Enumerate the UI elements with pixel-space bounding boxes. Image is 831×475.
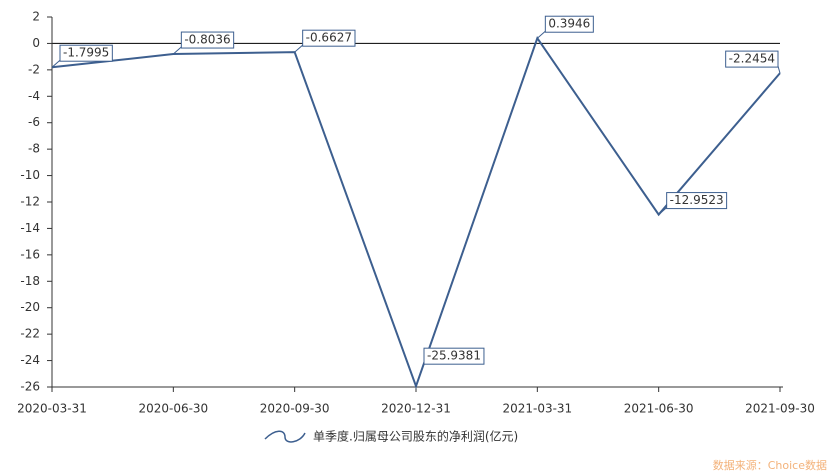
label-box [544,15,594,33]
y-tick-label: -6 [28,115,40,129]
label-box [423,347,485,365]
y-tick-label: -8 [28,142,40,156]
y-tick-label: -26 [20,380,40,394]
data-label: -12.9523 [670,193,724,207]
data-label: -0.6627 [306,31,352,45]
x-tick-label: 2020-12-31 [381,402,451,416]
data-label: -25.9381 [427,349,481,363]
legend-label: 单季度.归属母公司股东的净利润(亿元) [313,429,518,444]
label-leader [658,207,667,215]
data-label: -2.2454 [729,52,775,66]
label-box [180,31,235,49]
data-label: -1.7995 [63,46,109,60]
label-leader [537,30,546,39]
y-tick-label: -16 [20,247,40,261]
label-leader [173,46,182,55]
y-tick-label: -12 [20,195,40,209]
y-tick-label: -24 [20,353,40,367]
x-tick-label: 2020-06-30 [138,402,208,416]
y-tick-label: -4 [28,89,40,103]
source-note: 数据来源：Choice数据 [713,458,827,472]
label-leader [51,59,61,68]
label-box [59,44,113,62]
y-tick-label: -14 [20,221,40,235]
x-tick-label: 2021-06-30 [624,402,694,416]
y-tick-label: -20 [20,300,40,314]
series-line [51,36,781,390]
y-tick-label: -2 [28,62,40,76]
x-tick-label: 2020-03-31 [17,402,87,416]
y-tick-label: -10 [20,168,40,182]
y-tick-label: 0 [32,36,40,50]
label-leader [777,65,781,74]
x-tick-label: 2021-03-31 [502,402,572,416]
legend-icon [264,430,306,443]
label-box [666,192,728,210]
data-label: 0.3946 [548,17,590,31]
data-label: -0.8036 [184,33,230,47]
y-tick-label: -22 [20,327,40,341]
label-box [302,29,356,47]
y-tick-label: -18 [20,274,40,288]
x-tick-label: 2020-09-30 [260,402,330,416]
y-tick-label: 2 [32,10,40,24]
label-leader [294,44,303,53]
x-tick-label: 2021-09-30 [745,402,815,416]
label-leader [415,363,425,387]
label-box [725,50,779,68]
